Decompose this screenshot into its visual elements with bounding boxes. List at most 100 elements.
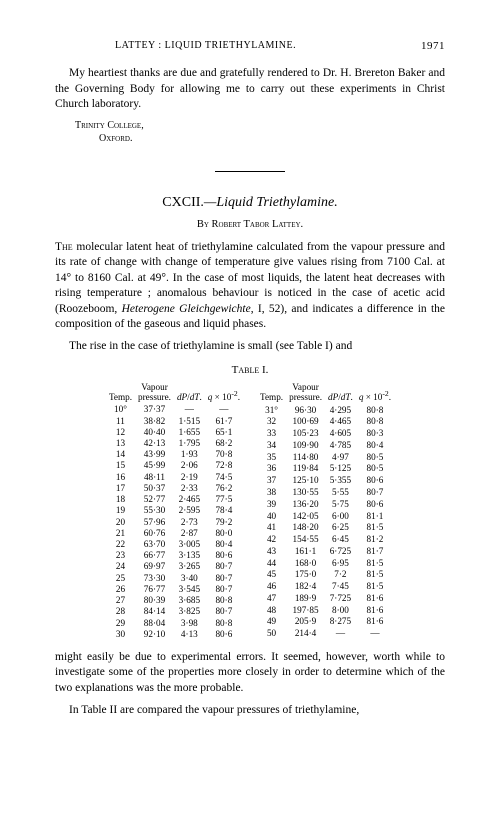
- table-cell: 81·6: [356, 616, 394, 628]
- table-cell: 3·40: [174, 573, 205, 584]
- table-cell: 76·77: [135, 584, 174, 595]
- table-cell: 47: [257, 593, 286, 605]
- table-row: 2884·143·82580·7: [106, 606, 243, 617]
- table-row: 2366·773·13580·6: [106, 550, 243, 561]
- affiliation-line1: Trinity College,: [75, 119, 445, 132]
- table-cell: 68·2: [205, 438, 243, 449]
- table-cell: 6·725: [325, 546, 356, 558]
- table-cell: 6·25: [325, 522, 356, 534]
- table-row: 1240·401·65565·1: [106, 427, 243, 438]
- table-row: 10°37·37——: [106, 404, 243, 415]
- data-table: Temp. Vapourpressure. dP/dT. q × 10-2. 1…: [55, 382, 445, 640]
- table-cell: 24: [106, 561, 135, 572]
- table-cell: 109·90: [286, 440, 325, 452]
- table-cell: 48: [257, 604, 286, 616]
- table-cell: 1·515: [174, 416, 205, 427]
- table-cell: 80·8: [356, 416, 394, 428]
- article-number: CXCII.: [162, 195, 204, 210]
- table-cell: 28: [106, 606, 135, 617]
- table-cell: 78·4: [205, 505, 243, 516]
- affiliation: Trinity College, Oxford.: [75, 119, 445, 145]
- col-temp: Temp.: [106, 382, 135, 404]
- table-row: 45175·07·281·5: [257, 569, 394, 581]
- table-cell: 81·5: [356, 557, 394, 569]
- table-cell: 21: [106, 528, 135, 539]
- table-cell: 105·23: [286, 428, 325, 440]
- table-cell: 44: [257, 557, 286, 569]
- table-cell: 60·76: [135, 528, 174, 539]
- byline: By Robert Tabor Lattey.: [55, 219, 445, 230]
- table-cell: 5·355: [325, 475, 356, 487]
- table-cell: 5·75: [325, 499, 356, 511]
- table-row: 49205·98·27581·6: [257, 616, 394, 628]
- table-cell: —: [174, 404, 205, 415]
- table-cell: 5·55: [325, 487, 356, 499]
- table-cell: 73·30: [135, 573, 174, 584]
- table-cell: 125·10: [286, 475, 325, 487]
- table-row: 2263·703·00580·4: [106, 539, 243, 550]
- table-cell: —: [205, 404, 243, 415]
- table-cell: 3·98: [174, 618, 205, 629]
- table-cell: 3·135: [174, 550, 205, 561]
- table-cell: 10°: [106, 404, 135, 415]
- page-number: 1971: [421, 40, 445, 52]
- col-vapour: Vapourpressure.: [135, 382, 174, 404]
- table-cell: 18: [106, 494, 135, 505]
- table-cell: 52·77: [135, 494, 174, 505]
- table-cell: 79·2: [205, 517, 243, 528]
- table-cell: 80·7: [205, 561, 243, 572]
- table-cell: 81·5: [356, 569, 394, 581]
- table-cell: 2·19: [174, 472, 205, 483]
- table-cell: 32: [257, 416, 286, 428]
- table-row: 41148·206·2581·5: [257, 522, 394, 534]
- table-cell: 4·295: [325, 404, 356, 416]
- table-cell: 48·11: [135, 472, 174, 483]
- table-row: 2469·973·26580·7: [106, 561, 243, 572]
- table-cell: 20: [106, 517, 135, 528]
- table-cell: 4·97: [325, 451, 356, 463]
- table-cell: 4·785: [325, 440, 356, 452]
- table-row: 2160·762·8780·0: [106, 528, 243, 539]
- table-cell: 80·6: [356, 475, 394, 487]
- table-caption: Table I.: [55, 364, 445, 376]
- table-cell: 31°: [257, 404, 286, 416]
- article-title: CXCII.—Liquid Triethylamine.: [55, 195, 445, 211]
- body-paragraph-3: might easily be due to experimental erro…: [55, 650, 445, 697]
- col-vapour: Vapourpressure.: [286, 382, 325, 404]
- section-divider: [55, 159, 445, 177]
- table-right: Temp. Vapourpressure. dP/dT. q × 10-2. 3…: [257, 382, 394, 640]
- table-cell: 41: [257, 522, 286, 534]
- table-row: 2780·393·68580·8: [106, 595, 243, 606]
- table-row: 47189·97·72581·6: [257, 593, 394, 605]
- table-cell: 37·37: [135, 404, 174, 415]
- table-row: 3092·104·1380·6: [106, 629, 243, 640]
- table-cell: 65·1: [205, 427, 243, 438]
- table-cell: 15: [106, 460, 135, 471]
- table-cell: 81·6: [356, 593, 394, 605]
- table-cell: 11: [106, 416, 135, 427]
- table-row: 44168·06·9581·5: [257, 557, 394, 569]
- table-cell: 205·9: [286, 616, 325, 628]
- table-cell: 8·00: [325, 604, 356, 616]
- col-q: q × 10-2.: [205, 382, 243, 404]
- table-cell: 63·70: [135, 539, 174, 550]
- table-cell: 175·0: [286, 569, 325, 581]
- table-cell: 80·7: [205, 606, 243, 617]
- table-cell: 130·55: [286, 487, 325, 499]
- table-cell: 80·0: [205, 528, 243, 539]
- table-cell: 154·55: [286, 534, 325, 546]
- table-cell: 80·3: [356, 428, 394, 440]
- table-cell: 66·77: [135, 550, 174, 561]
- col-dpdt: dP/dT.: [174, 382, 205, 404]
- table-cell: 8·275: [325, 616, 356, 628]
- table-cell: 80·5: [356, 463, 394, 475]
- table-cell: 45·99: [135, 460, 174, 471]
- table-row: 33105·234·60580·3: [257, 428, 394, 440]
- body-paragraph-1: The molecular latent heat of triethylami…: [55, 240, 445, 333]
- table-cell: 2·73: [174, 517, 205, 528]
- table-cell: 40·40: [135, 427, 174, 438]
- table-cell: 38: [257, 487, 286, 499]
- table-cell: 2·87: [174, 528, 205, 539]
- table-left: Temp. Vapourpressure. dP/dT. q × 10-2. 1…: [106, 382, 243, 640]
- table-cell: 148·20: [286, 522, 325, 534]
